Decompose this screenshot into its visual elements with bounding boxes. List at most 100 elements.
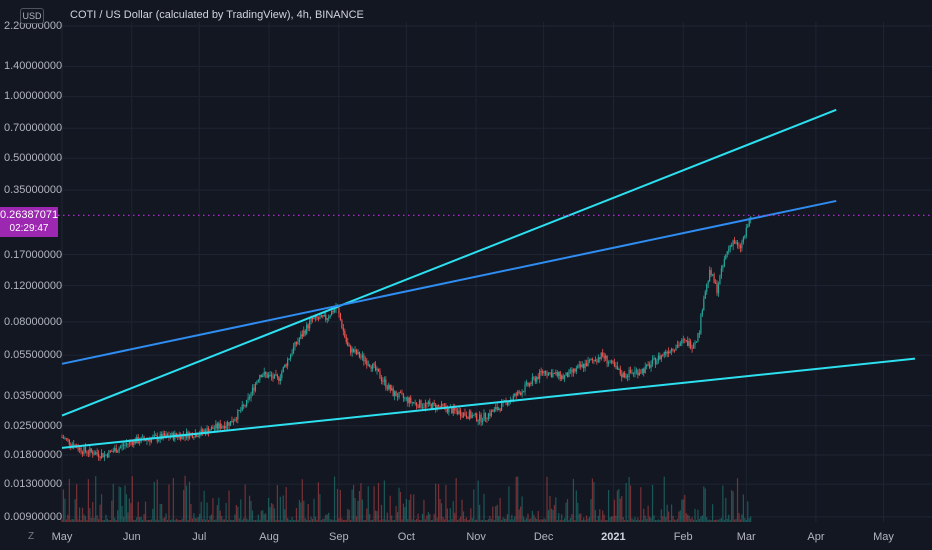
volume-bar <box>681 499 683 522</box>
volume-bar <box>152 508 154 522</box>
volume-bar <box>462 511 465 522</box>
volume-bar <box>657 519 659 522</box>
volume-bar <box>347 508 349 522</box>
volume-bar <box>380 504 383 522</box>
candle-body <box>584 363 586 369</box>
candle-body <box>720 268 722 276</box>
candle-body <box>344 331 346 338</box>
volume-bar <box>521 496 523 522</box>
volume-bar <box>663 476 665 522</box>
candle-body <box>588 360 591 361</box>
candle-body <box>292 346 295 354</box>
candle-body <box>732 240 734 246</box>
candle-body <box>319 317 321 320</box>
volume-bar <box>262 510 264 522</box>
candle-body <box>635 370 638 372</box>
candle-body <box>180 434 182 440</box>
candle-body <box>70 444 72 446</box>
volume-bar <box>297 519 299 522</box>
candle-body <box>747 226 749 228</box>
candle-body <box>651 359 654 365</box>
candle-body <box>716 282 718 294</box>
volume-bar <box>166 519 169 522</box>
volume-bar <box>587 518 589 522</box>
candle-body <box>707 281 709 284</box>
volume-bar <box>571 514 573 522</box>
volume-bar <box>314 516 317 522</box>
candle-body <box>197 436 199 438</box>
candle-body <box>380 378 383 381</box>
volume-bar <box>228 490 230 522</box>
volume-bar <box>483 493 485 522</box>
candle-body <box>610 360 613 363</box>
volume-bar <box>221 515 223 522</box>
candle-body <box>141 436 144 438</box>
currency-badge[interactable]: USD <box>20 8 44 24</box>
candle-body <box>414 402 416 404</box>
trendlines[interactable] <box>61 108 916 449</box>
candle-body <box>558 371 560 376</box>
volume-bar <box>580 513 582 522</box>
candle-body <box>733 240 736 244</box>
y-tick-label: 0.70000000 <box>4 122 63 135</box>
candle-body <box>313 317 315 320</box>
candle-body <box>546 374 548 376</box>
candle-body <box>177 435 179 438</box>
candle-body <box>625 376 627 378</box>
candle-body <box>621 374 623 378</box>
y-tick-label: 0.12000000 <box>4 279 63 292</box>
volume-bar <box>673 519 676 522</box>
candle-body <box>331 310 333 316</box>
price-axis[interactable] <box>0 0 58 528</box>
candle-body <box>427 401 429 404</box>
volume-bar <box>716 519 718 522</box>
volume-bar <box>257 514 259 522</box>
volume-bar <box>156 479 158 522</box>
volume-bar <box>140 516 142 522</box>
candle-body <box>481 421 484 423</box>
y-tick-label: 1.40000000 <box>4 60 63 73</box>
volume-bar <box>518 509 520 522</box>
candle-body <box>530 383 532 384</box>
volume-bar <box>383 480 385 522</box>
volume-bar <box>357 500 359 522</box>
candle-body <box>316 315 318 319</box>
candle-body <box>103 454 106 458</box>
volume-bar <box>370 519 372 522</box>
volume-bar <box>432 519 434 522</box>
candle-body <box>648 364 651 368</box>
candle-body <box>531 377 533 384</box>
candle-body <box>514 393 516 396</box>
volume-bar <box>191 518 194 522</box>
volume-bar <box>698 518 701 522</box>
volume-bar <box>136 517 138 522</box>
candle-body <box>581 364 583 367</box>
candle-body <box>250 393 252 399</box>
volume-bar <box>158 519 160 522</box>
candle-body <box>454 406 456 410</box>
volume-bar <box>703 486 705 522</box>
volume-bar <box>644 515 646 522</box>
volume-bar <box>118 486 120 522</box>
candle-body <box>736 242 739 246</box>
candle-body <box>486 418 488 420</box>
candle-body <box>687 340 689 347</box>
candle-body <box>348 345 350 347</box>
candle-body <box>67 438 69 440</box>
candle-body <box>194 433 196 438</box>
volume-bar <box>215 519 217 522</box>
candle-body <box>120 446 122 449</box>
volume-bar <box>627 520 629 522</box>
timezone-button[interactable]: Z <box>28 531 35 542</box>
volume-bar <box>490 518 492 522</box>
volume-bar <box>656 519 658 522</box>
volume-bar <box>726 518 728 522</box>
volume-bar <box>691 517 693 522</box>
volume-bar <box>530 518 532 522</box>
volume-bar <box>172 477 174 522</box>
volume-bar <box>668 511 670 522</box>
candle-body <box>647 364 649 366</box>
volume-bar <box>128 498 131 522</box>
volume-bar <box>287 518 289 522</box>
